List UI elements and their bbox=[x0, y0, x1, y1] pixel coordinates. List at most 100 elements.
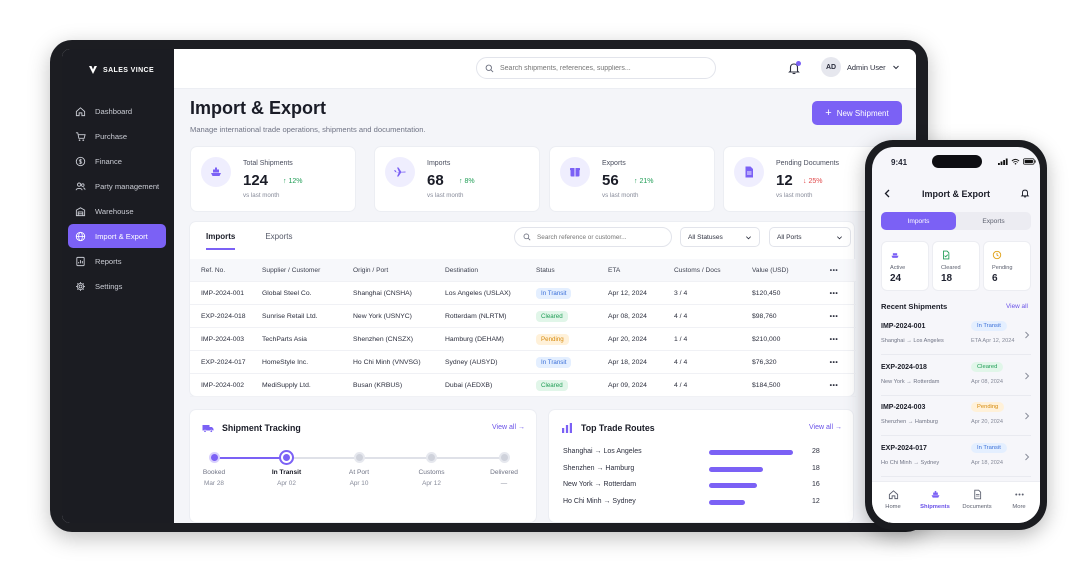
notifications-button[interactable] bbox=[787, 61, 801, 75]
global-search-input[interactable] bbox=[500, 64, 700, 72]
trade-route-row[interactable]: Ho Chi Minh → Sydney 12 bbox=[563, 498, 843, 508]
table-row[interactable]: EXP-2024-017 HomeStyle Inc. Ho Chi Minh (V… bbox=[190, 351, 856, 374]
trade-route-row[interactable]: Shanghai → Los Angeles 28 bbox=[563, 448, 843, 458]
mobile-shipment-eta: Apr 18, 2024 bbox=[971, 459, 1004, 466]
mobile-shipment-item[interactable]: EXP-2024-018 New York → Rotterdam Cleared A… bbox=[881, 358, 1031, 396]
sidebar-item-reports[interactable]: Reports bbox=[68, 249, 166, 273]
mobile-shipment-item[interactable]: EXP-2024-017 Ho Chi Minh → Sydney In Trans… bbox=[881, 439, 1031, 477]
table-search[interactable] bbox=[514, 227, 672, 247]
column-header[interactable]: Value (USD) bbox=[752, 266, 789, 274]
nav-shipments[interactable]: Shipments bbox=[914, 482, 956, 523]
row-more-icon[interactable]: ••• bbox=[829, 358, 839, 366]
mobile-stat-pending[interactable]: Pending 6 bbox=[983, 241, 1031, 291]
stat-card-pending-documents[interactable]: Pending Documents 12 ↓ 25% vs last month bbox=[723, 146, 889, 212]
routes-view-all-link[interactable]: View all → bbox=[809, 424, 842, 431]
tracking-title: Shipment Tracking bbox=[222, 423, 301, 433]
nav-home[interactable]: Home bbox=[872, 482, 914, 523]
mobile-stat-active[interactable]: Active 24 bbox=[881, 241, 929, 291]
column-header[interactable]: Origin / Port bbox=[353, 266, 389, 274]
more-icon[interactable]: ••• bbox=[829, 266, 839, 274]
search-icon bbox=[523, 233, 531, 241]
tracking-step[interactable]: Customs Apr 12 bbox=[402, 452, 462, 487]
sidebar-item-finance[interactable]: Finance bbox=[68, 149, 166, 173]
trade-route-row[interactable]: New York → Rotterdam 16 bbox=[563, 481, 843, 491]
route-name: Shenzhen → Hamburg bbox=[563, 464, 635, 472]
column-header[interactable]: Supplier / Customer bbox=[262, 266, 321, 274]
status-badge: In Transit bbox=[971, 321, 1007, 331]
table-row[interactable]: IMP-2024-002 MediSupply Ltd. Busan (KRBUS)… bbox=[190, 374, 856, 397]
trade-route-row[interactable]: Shenzhen → Hamburg 18 bbox=[563, 465, 843, 475]
sidebar-item-label: Settings bbox=[95, 281, 123, 291]
column-header[interactable]: Customs / Docs bbox=[674, 266, 721, 274]
main-content: AD Admin User Import & Export Manage int… bbox=[174, 49, 916, 523]
row-more-icon[interactable]: ••• bbox=[829, 335, 839, 343]
tracking-step[interactable]: At Port Apr 10 bbox=[329, 452, 389, 487]
status-badge: In Transit bbox=[536, 287, 572, 299]
sidebar-item-dashboard[interactable]: Dashboard bbox=[68, 99, 166, 123]
row-more-icon[interactable]: ••• bbox=[829, 289, 839, 297]
column-header[interactable]: ETA bbox=[608, 266, 621, 274]
tracking-step[interactable]: Booked Mar 28 bbox=[184, 452, 244, 487]
column-header[interactable]: Status bbox=[536, 266, 555, 274]
mobile-shipment-route: Shanghai → Los Angeles bbox=[881, 338, 944, 344]
tracking-step-name: In Transit bbox=[271, 469, 302, 476]
sidebar-item-settings[interactable]: Settings bbox=[68, 274, 166, 298]
bell-icon[interactable] bbox=[1020, 188, 1030, 198]
stat-card-exports[interactable]: Exports 56 ↑ 21% vs last month bbox=[549, 146, 715, 212]
sidebar-item-import-export[interactable]: Import & Export bbox=[68, 224, 166, 248]
mobile-stat-cleared[interactable]: Cleared 18 bbox=[932, 241, 980, 291]
status-filter[interactable]: All Statuses bbox=[680, 227, 760, 247]
cell-origin: Shenzhen (CNSZX) bbox=[353, 335, 414, 343]
back-icon[interactable] bbox=[883, 189, 892, 198]
sidebar-item-warehouse[interactable]: Warehouse bbox=[68, 199, 166, 223]
tab-imports[interactable]: Imports bbox=[206, 232, 236, 250]
mobile-tab-imports[interactable]: Imports bbox=[881, 212, 956, 230]
cell-party: Global Steel Co. bbox=[262, 289, 312, 297]
port-filter[interactable]: All Ports bbox=[769, 227, 851, 247]
document-icon bbox=[734, 157, 764, 187]
mobile-view-all-link[interactable]: View all bbox=[1006, 303, 1028, 310]
tab-exports[interactable]: Exports bbox=[265, 232, 293, 241]
desktop-app: SALES VINCE Dashboard Purchase Finance P… bbox=[62, 49, 916, 523]
row-more-icon[interactable]: ••• bbox=[829, 312, 839, 320]
route-bar bbox=[709, 499, 745, 505]
mobile-shipment-item[interactable]: IMP-2024-001 Shanghai → Los Angeles In Tra… bbox=[881, 317, 1031, 355]
plus-icon: + bbox=[825, 107, 832, 119]
tracking-step-date: Mar 28 bbox=[204, 480, 224, 487]
mobile-stat-label: Cleared bbox=[941, 265, 961, 271]
mobile-stat-value: 24 bbox=[890, 273, 902, 284]
nav-more[interactable]: More bbox=[998, 482, 1040, 523]
table-search-input[interactable] bbox=[537, 233, 667, 241]
stat-card-total-shipments[interactable]: Total Shipments 124 ↑ 12% vs last month bbox=[190, 146, 356, 212]
table-row[interactable]: IMP-2024-001 Global Steel Co. Shanghai (CN… bbox=[190, 282, 856, 305]
wifi-icon bbox=[1011, 158, 1020, 165]
sidebar-item-purchase[interactable]: Purchase bbox=[68, 124, 166, 148]
sidebar-item-label: Purchase bbox=[95, 131, 128, 141]
tracking-step[interactable]: In Transit Apr 02 bbox=[257, 452, 317, 487]
tracking-step-dot bbox=[498, 452, 510, 463]
shipment-tracking-card: Shipment Tracking View all → Booked Mar 2… bbox=[189, 409, 537, 523]
table-row[interactable]: IMP-2024-003 TechParts Asia Shenzhen (CNSZ… bbox=[190, 328, 856, 351]
home-icon bbox=[888, 490, 898, 500]
mobile-shipment-item[interactable]: IMP-2024-003 Shenzhen → Hamburg Pending Apr… bbox=[881, 398, 1031, 436]
global-search[interactable] bbox=[476, 57, 716, 79]
mobile-stat-value: 18 bbox=[941, 273, 953, 284]
tracking-progress-done bbox=[214, 457, 287, 459]
brand-logo[interactable]: SALES VINCE bbox=[62, 63, 174, 77]
tracking-view-all-link[interactable]: View all → bbox=[492, 424, 525, 431]
new-shipment-button[interactable]: + New Shipment bbox=[812, 101, 902, 125]
row-more-icon[interactable]: ••• bbox=[829, 381, 839, 389]
stat-card-imports[interactable]: Imports 68 ↑ 8% vs last month bbox=[374, 146, 540, 212]
home-icon bbox=[75, 106, 86, 116]
card-title: Shipment Tracking bbox=[202, 422, 301, 434]
tracking-step[interactable]: Delivered — bbox=[474, 452, 534, 487]
table-row[interactable]: EXP-2024-018 Sunrise Retail Ltd. New York … bbox=[190, 305, 856, 328]
column-header[interactable]: Destination bbox=[445, 266, 478, 274]
column-header[interactable]: Ref. No. bbox=[201, 266, 226, 274]
nav-documents[interactable]: Documents bbox=[956, 482, 998, 523]
user-menu[interactable]: AD Admin User bbox=[821, 57, 900, 77]
stat-note: vs last month bbox=[776, 192, 813, 199]
sidebar-item-party-management[interactable]: Party management bbox=[68, 174, 166, 198]
mobile-tab-exports[interactable]: Exports bbox=[982, 217, 1005, 225]
stat-change: ↑ 8% bbox=[459, 178, 475, 185]
